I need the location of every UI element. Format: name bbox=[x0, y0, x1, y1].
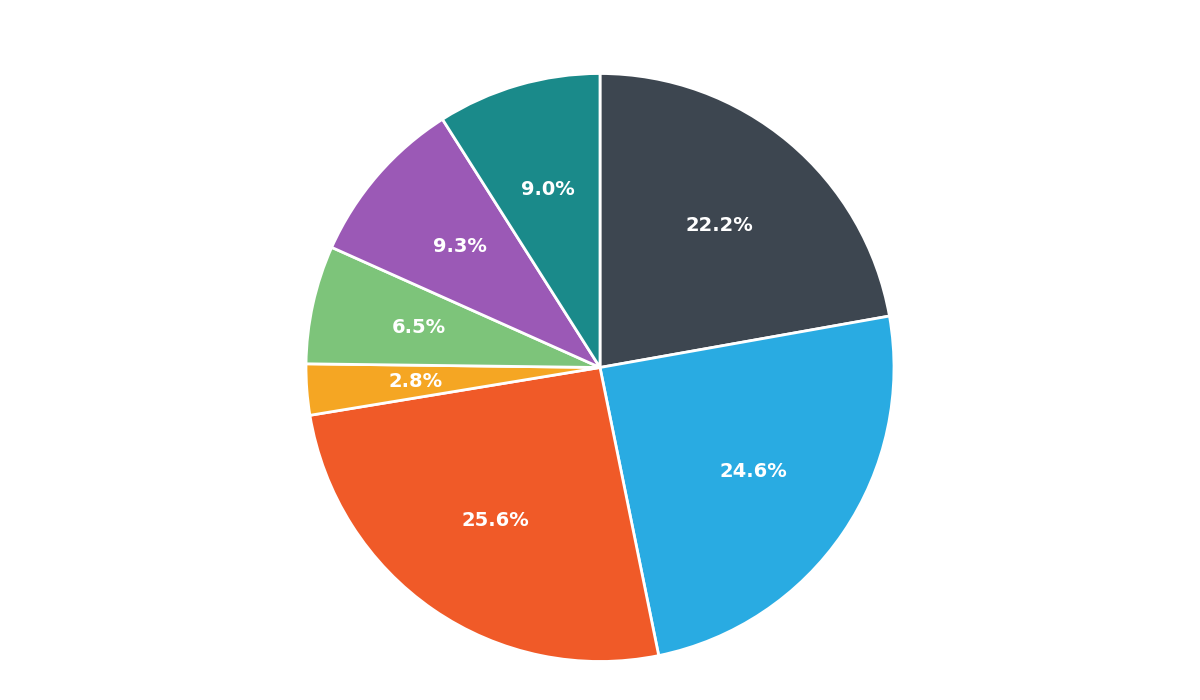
Wedge shape bbox=[600, 74, 889, 368]
Wedge shape bbox=[331, 119, 600, 368]
Text: 9.0%: 9.0% bbox=[522, 180, 575, 199]
Text: 22.2%: 22.2% bbox=[685, 216, 752, 235]
Text: 2.8%: 2.8% bbox=[389, 372, 443, 391]
Text: 25.6%: 25.6% bbox=[461, 510, 529, 529]
Wedge shape bbox=[443, 74, 600, 368]
Text: 6.5%: 6.5% bbox=[392, 318, 446, 337]
Wedge shape bbox=[306, 364, 600, 415]
Wedge shape bbox=[306, 247, 600, 368]
Text: 24.6%: 24.6% bbox=[719, 462, 787, 481]
Wedge shape bbox=[310, 368, 659, 662]
Wedge shape bbox=[600, 316, 894, 656]
Text: 9.3%: 9.3% bbox=[433, 237, 487, 256]
